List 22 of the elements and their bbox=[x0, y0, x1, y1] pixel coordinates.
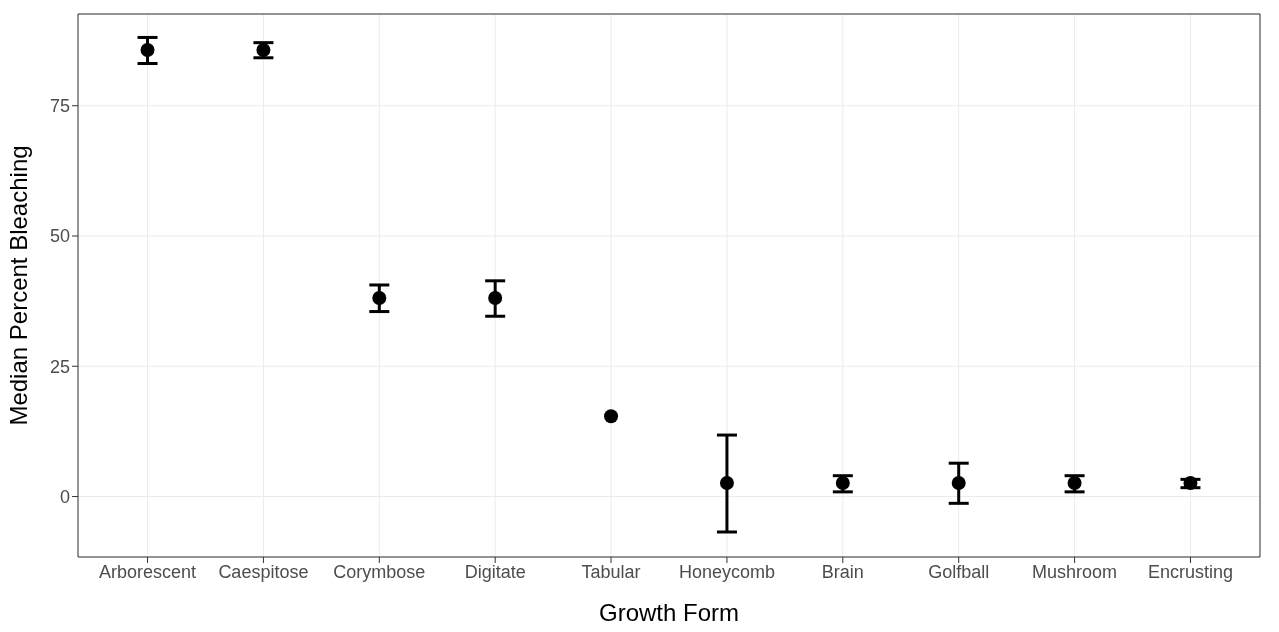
x-tick-label: Caespitose bbox=[218, 561, 309, 582]
x-tick-label: Golfball bbox=[928, 561, 990, 582]
point bbox=[719, 476, 734, 490]
x-tick-label: Arborescent bbox=[99, 561, 197, 582]
x-tick-label: Tabular bbox=[581, 561, 641, 582]
y-tick-label: 75 bbox=[49, 96, 70, 117]
point bbox=[140, 42, 155, 57]
x-tick-label: Brain bbox=[821, 561, 864, 582]
x-tick-label: Digitate bbox=[464, 561, 526, 582]
y-tick-label: 0 bbox=[59, 486, 70, 507]
x-tick-label: Honeycomb bbox=[678, 561, 775, 582]
y-axis-title: Median Percent Bleaching bbox=[4, 145, 32, 426]
x-tick-label: Encrusting bbox=[1147, 561, 1233, 582]
point bbox=[372, 291, 387, 306]
y-tick-label: 50 bbox=[49, 226, 70, 247]
point bbox=[488, 291, 503, 306]
x-tick-label: Mushroom bbox=[1032, 561, 1118, 582]
x-axis-title: Growth Form bbox=[598, 599, 740, 626]
x-tick-label: Corymbose bbox=[333, 561, 426, 582]
y-tick-label: 25 bbox=[49, 356, 70, 377]
point bbox=[951, 476, 966, 490]
point bbox=[604, 409, 619, 424]
